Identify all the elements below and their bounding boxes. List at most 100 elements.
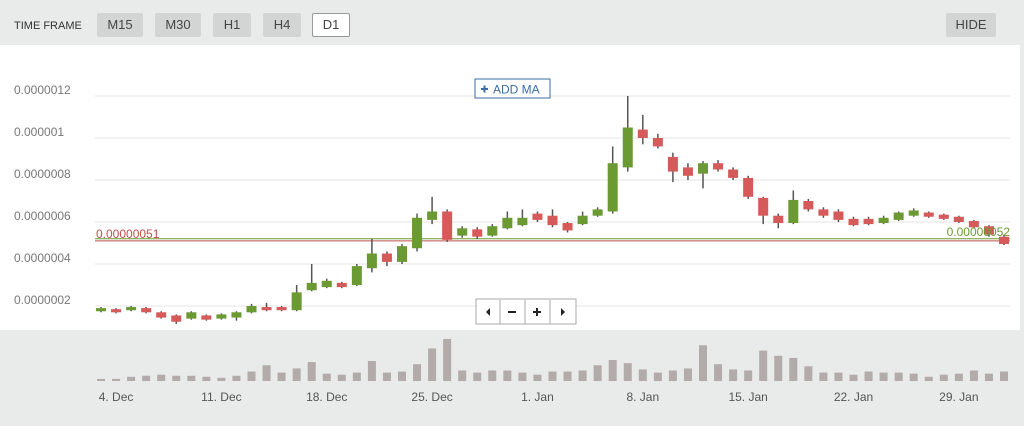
y-tick-label: 0.0000008 — [14, 167, 71, 181]
candle-body — [607, 163, 618, 212]
volume-bar — [473, 372, 482, 381]
volume-bar — [608, 360, 617, 381]
volume-bar — [518, 372, 527, 381]
volume-bar — [112, 378, 121, 381]
add-ma-label[interactable]: ADD MA — [493, 83, 540, 97]
candle-body — [848, 218, 859, 226]
candle-body — [713, 163, 724, 170]
x-tick-label: 4. Dec — [99, 390, 134, 404]
candle-body — [803, 201, 814, 210]
candle-body — [381, 253, 392, 262]
candle-body — [788, 199, 799, 224]
volume-bar — [924, 376, 933, 381]
volume-bar — [653, 372, 662, 381]
candle-body — [141, 308, 152, 313]
volume-bar — [503, 370, 512, 381]
candle-body — [652, 138, 663, 147]
volume-bar — [954, 373, 963, 381]
volume-bar — [307, 362, 316, 381]
x-tick-label: 22. Jan — [834, 390, 873, 404]
volume-bar — [668, 370, 677, 381]
add-ma-frame[interactable] — [474, 78, 551, 99]
volume-bar — [413, 364, 422, 381]
timeframe-button[interactable]: H4 — [263, 13, 301, 37]
volume-bar — [398, 371, 406, 381]
candle-body — [412, 217, 423, 249]
nav-left[interactable] — [486, 308, 490, 316]
timeframe-button[interactable]: H1 — [213, 13, 251, 37]
level-label: 0.00000052 — [947, 225, 1011, 239]
candle-body — [682, 167, 693, 176]
candle-body — [923, 212, 934, 217]
nav-divider — [499, 300, 551, 324]
nav-frame — [475, 298, 577, 325]
candle-body — [276, 307, 287, 311]
volume-bar — [97, 378, 105, 381]
candle-body — [577, 215, 588, 225]
volume-bar — [789, 357, 798, 381]
volume-bar — [894, 372, 903, 381]
volume-bar — [623, 363, 632, 381]
candle-body — [351, 266, 362, 285]
volume-bar — [683, 368, 692, 381]
volume-bar — [563, 371, 572, 381]
timeframe-button[interactable]: M30 — [155, 13, 201, 37]
nav-zoom-in[interactable] — [533, 308, 541, 316]
candle-body — [562, 223, 573, 231]
volume-bar — [217, 377, 226, 381]
candle-body — [472, 229, 483, 237]
candle-body — [487, 226, 498, 236]
candle-body — [321, 280, 332, 288]
volume-bar — [714, 364, 723, 381]
volume-bar — [774, 355, 783, 381]
volume-bar — [232, 375, 241, 381]
candle-body — [457, 228, 468, 236]
volume-bar — [699, 345, 707, 381]
volume-bar — [367, 361, 376, 381]
candle-body — [216, 314, 227, 319]
candle-body — [306, 282, 317, 291]
candle-body — [833, 211, 844, 220]
volume-bar — [879, 372, 888, 381]
hide-button[interactable]: HIDE — [946, 13, 996, 37]
candle-body — [427, 211, 438, 220]
level-label: 0.00000051 — [96, 227, 160, 241]
plus-icon — [481, 85, 488, 93]
x-tick-label: 8. Jan — [626, 390, 659, 404]
candle-body — [201, 315, 212, 320]
y-tick-label: 0.0000006 — [14, 209, 71, 223]
volume-bar — [804, 366, 813, 381]
candle-body — [953, 216, 964, 222]
candle-body — [893, 212, 904, 220]
candle-body — [171, 315, 182, 322]
volume-bar — [142, 375, 151, 381]
candle-body — [261, 307, 272, 311]
add-ma-button[interactable]: ADD MA — [474, 78, 551, 99]
candle-body — [743, 177, 754, 197]
candle-body — [532, 213, 543, 220]
y-tick-label: 0.0000002 — [14, 293, 71, 307]
volume-bar — [864, 371, 873, 381]
x-tick-label: 15. Jan — [728, 390, 767, 404]
candle-body — [442, 211, 453, 240]
candle-body — [999, 236, 1009, 245]
candle-body — [878, 217, 889, 224]
volume-bar — [352, 372, 361, 381]
candle-body — [863, 218, 874, 225]
candle-body — [698, 163, 708, 174]
timeframe-button[interactable]: D1 — [312, 13, 350, 37]
volume-bar — [984, 373, 993, 381]
volume-bar — [443, 339, 452, 381]
time-frame-label: TIME FRAME — [14, 20, 82, 32]
volume-bar — [533, 374, 542, 381]
candle-body — [126, 307, 137, 311]
candle-body — [547, 215, 558, 226]
volume-bar — [172, 375, 181, 381]
nav-right[interactable] — [561, 308, 565, 316]
candle-body — [818, 209, 829, 216]
timeframe-button[interactable]: M15 — [97, 13, 143, 37]
volume-bar — [428, 348, 437, 381]
volume-bar — [127, 376, 136, 381]
